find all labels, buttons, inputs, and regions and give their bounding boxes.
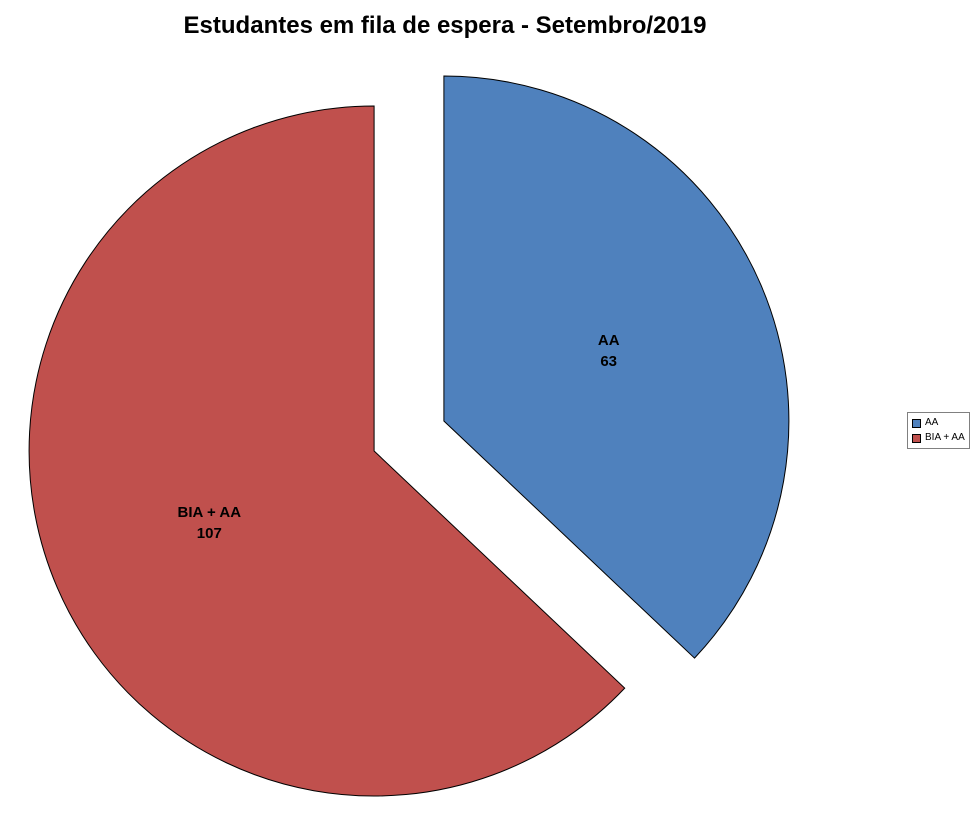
- legend-label: AA: [925, 417, 939, 428]
- legend: AA BIA + AA: [907, 412, 970, 449]
- legend-swatch-icon: [912, 418, 921, 428]
- slice-label-aa: AA 63: [598, 332, 620, 370]
- chart-title: Estudantes em fila de espera - Setembro/…: [183, 12, 707, 39]
- legend-label: BIA + AA: [925, 432, 965, 443]
- slice-label-bia-aa: BIA + AA 107: [178, 504, 242, 542]
- pie-slice-bia-aa[interactable]: [28, 105, 626, 797]
- pie-slice-aa[interactable]: [443, 75, 790, 659]
- legend-item-aa[interactable]: AA: [912, 418, 965, 428]
- legend-item-bia-aa[interactable]: BIA + AA: [912, 433, 965, 443]
- legend-swatch-icon: [912, 433, 921, 443]
